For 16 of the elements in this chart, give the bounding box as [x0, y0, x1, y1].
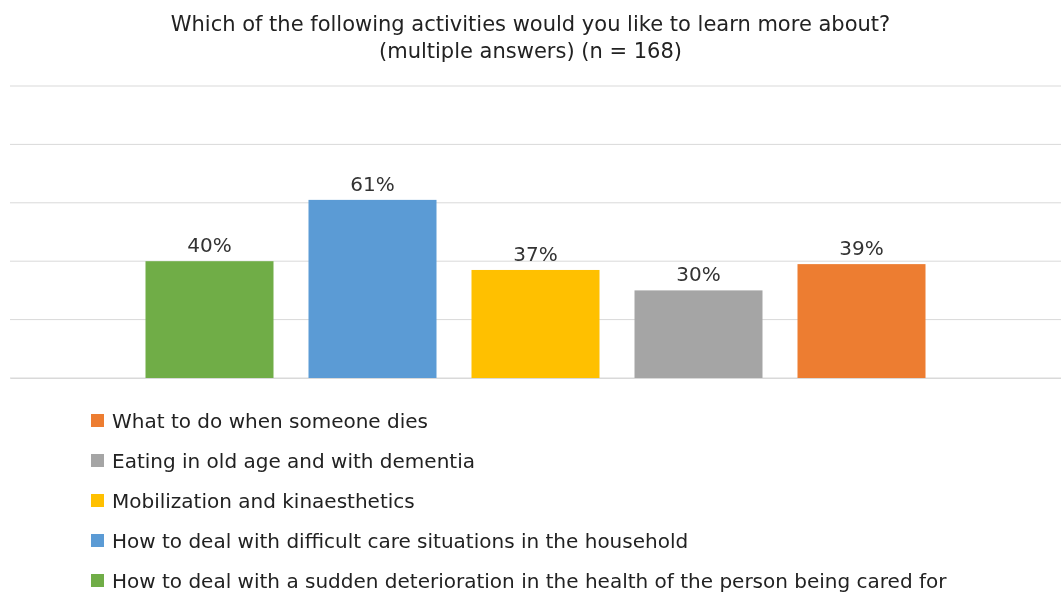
legend-label: How to deal with a sudden deterioration in the health of the person being cared for	[112, 569, 948, 592]
bar	[634, 290, 763, 378]
bar	[471, 269, 600, 378]
data-label: 30%	[676, 262, 721, 287]
bar	[308, 199, 437, 378]
legend-label: What to do when someone dies	[112, 409, 428, 433]
bar	[145, 261, 274, 378]
data-label: 37%	[513, 241, 558, 266]
legend-label: Mobilization and kinaesthetics	[112, 489, 415, 513]
data-label: 39%	[839, 236, 884, 261]
legend-label: How to deal with difficult care situations in the household	[112, 529, 689, 553]
data-label: 40%	[187, 233, 232, 258]
data-label: 61%	[350, 171, 395, 196]
legend-label: Eating in old age and with dementia	[112, 449, 475, 473]
chart-title: Which of the following activities would you like to learn more about? (multiple answers) (n = 168)	[170, 12, 891, 63]
bar	[797, 264, 926, 378]
